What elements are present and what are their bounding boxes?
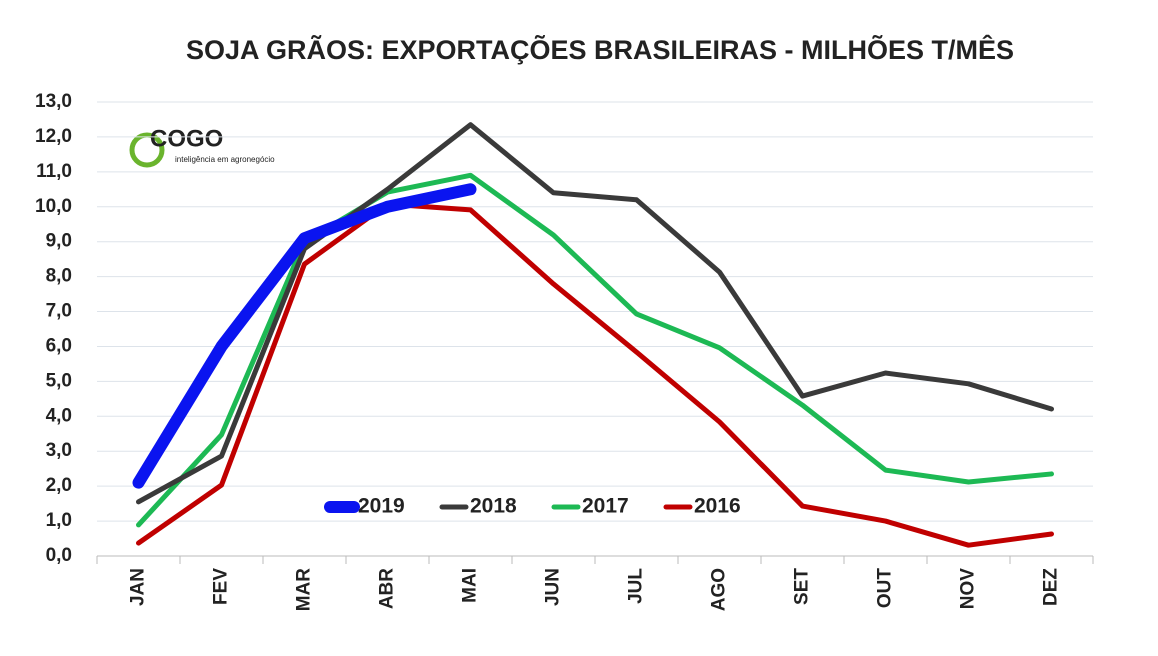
x-tick-label: MAR xyxy=(294,568,315,612)
y-tick-label: 11,0 xyxy=(36,161,72,182)
y-tick-label: 12,0 xyxy=(35,126,72,147)
y-tick-label: 0,0 xyxy=(46,545,72,566)
series-line xyxy=(136,122,1054,505)
x-tick-label: DEZ xyxy=(1041,568,1062,606)
logo-tagline: inteligência em agronegócio xyxy=(175,155,275,164)
x-tick-label: SET xyxy=(792,568,813,605)
y-tick-label: 8,0 xyxy=(46,266,72,287)
logo-name: COGO xyxy=(150,125,223,152)
y-tick-label: 7,0 xyxy=(46,301,72,322)
x-tick-label: FEV xyxy=(211,568,232,605)
legend-label: 2019 xyxy=(358,495,405,518)
x-tick-label: ABR xyxy=(377,568,398,609)
y-tick-label: 4,0 xyxy=(46,405,72,426)
y-tick-label: 9,0 xyxy=(46,231,72,252)
y-tick-label: 5,0 xyxy=(46,370,72,391)
series-line xyxy=(132,183,477,489)
y-tick-label: 13,0 xyxy=(35,91,72,112)
legend-label: 2016 xyxy=(694,495,741,518)
x-tick-label: NOV xyxy=(958,568,979,610)
x-tick-label: JUN xyxy=(543,568,564,606)
legend-label: 2017 xyxy=(582,495,629,518)
chart-title: SOJA GRÃOS: EXPORTAÇÕES BRASILEIRAS - MI… xyxy=(186,34,1014,65)
x-tick-label: JUL xyxy=(626,568,647,604)
y-tick-label: 2,0 xyxy=(46,475,72,496)
series-line xyxy=(136,172,1054,528)
series-line xyxy=(136,201,1054,548)
x-tick-label: AGO xyxy=(709,568,730,611)
x-tick-label: OUT xyxy=(875,568,896,609)
x-tick-label: JAN xyxy=(128,568,149,606)
y-tick-label: 6,0 xyxy=(46,335,72,356)
y-tick-label: 1,0 xyxy=(46,510,72,531)
x-tick-label: MAI xyxy=(460,568,481,603)
y-tick-label: 10,0 xyxy=(35,196,72,217)
logo: COGO inteligência em agronegócio xyxy=(129,125,275,168)
logo-icon xyxy=(129,132,165,168)
legend-label: 2018 xyxy=(470,495,517,518)
y-tick-label: 3,0 xyxy=(46,440,72,461)
